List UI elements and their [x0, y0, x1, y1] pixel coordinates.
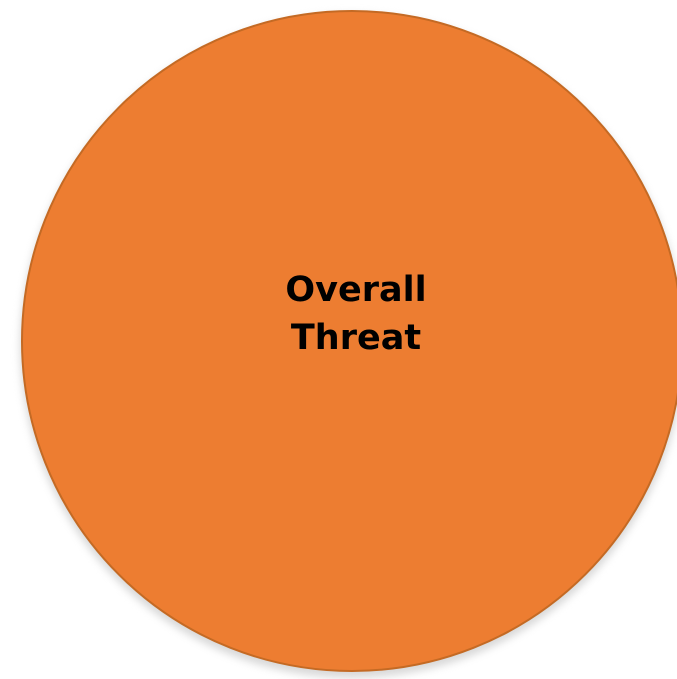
- circle-label-line-1: Overall: [285, 270, 427, 310]
- circle-label-line-2: Threat: [290, 318, 422, 358]
- circle-label: Overall Threat: [0, 266, 677, 362]
- overall-threat-circle: [21, 10, 677, 672]
